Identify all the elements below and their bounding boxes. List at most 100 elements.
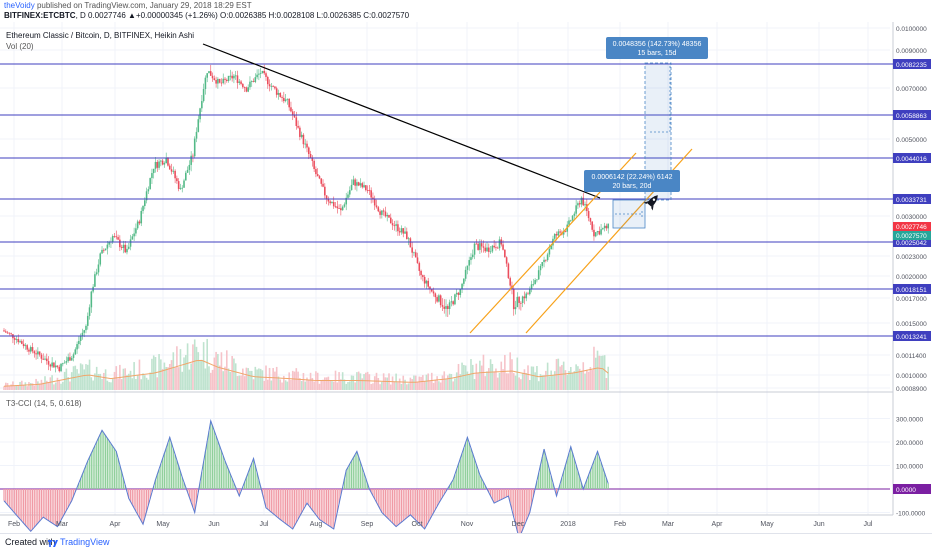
- volume-bar: [406, 384, 408, 390]
- volume-bar: [236, 376, 239, 390]
- volume-bar: [331, 381, 333, 390]
- volume-bar: [423, 381, 426, 390]
- volume-bar: [347, 381, 349, 390]
- volume-bar: [575, 364, 577, 390]
- cci-panel: [0, 418, 890, 533]
- candle-body: [120, 247, 123, 249]
- candle-body: [126, 248, 128, 253]
- volume-bar: [495, 368, 497, 390]
- volume-ma-line: [3, 359, 609, 387]
- y-tick-label: 0.0090000: [896, 48, 927, 55]
- candle-body: [598, 231, 601, 235]
- candle-body: [350, 184, 353, 191]
- y-tick-label: 0.0070000: [896, 86, 927, 93]
- volume-bar: [225, 350, 228, 390]
- candle-body: [307, 147, 310, 155]
- candle-body: [541, 262, 544, 266]
- volume-bar: [188, 369, 191, 390]
- volume-bar: [539, 374, 542, 390]
- volume-bar: [272, 368, 274, 390]
- candle-body: [281, 96, 283, 98]
- candle-body: [489, 251, 492, 253]
- candle-body: [236, 75, 239, 83]
- cci-tick-label: 200.0000: [896, 440, 923, 447]
- candle-body: [19, 341, 21, 343]
- volume-bar: [274, 371, 276, 390]
- volume-bar: [161, 368, 164, 390]
- measure-label-large-line2: 15 bars, 15d: [638, 50, 677, 57]
- volume-bar: [126, 375, 128, 390]
- footer-created: Created with: [5, 537, 56, 547]
- volume-bar: [429, 380, 431, 390]
- candle-body: [537, 270, 540, 280]
- y-tick-label: 0.0020000: [896, 274, 927, 281]
- level-price-tag: [893, 331, 931, 341]
- footer-brand[interactable]: TradingView: [60, 537, 110, 547]
- candle-body: [37, 351, 39, 355]
- candle-body: [97, 264, 100, 273]
- volume-bar: [160, 359, 162, 390]
- author-link[interactable]: theVoidy: [4, 1, 35, 10]
- volume-bar: [217, 354, 219, 390]
- volume-bar: [475, 363, 478, 390]
- candle-body: [190, 155, 192, 165]
- volume-bar: [250, 370, 253, 390]
- volume-bar: [70, 372, 73, 390]
- candle-body: [313, 160, 315, 170]
- volume-bar: [594, 357, 597, 390]
- x-tick-label: 2018: [560, 521, 576, 528]
- candle-body: [596, 231, 599, 233]
- volume-bar: [356, 372, 358, 390]
- candle-body: [391, 223, 394, 226]
- candle-body: [131, 236, 134, 240]
- volume-bar: [391, 376, 394, 390]
- candle-body: [115, 236, 118, 238]
- volume-bar: [422, 375, 424, 390]
- volume-bar: [53, 384, 55, 390]
- volume-bar: [591, 370, 593, 390]
- volume-bar: [231, 355, 233, 390]
- volume-bar: [211, 369, 214, 390]
- candle-body: [291, 111, 294, 115]
- volume-bar: [279, 379, 282, 390]
- candle-body: [507, 263, 510, 279]
- candle-body: [357, 182, 360, 186]
- candle-body: [306, 143, 308, 148]
- volume-bar: [352, 375, 355, 390]
- candle-body: [122, 244, 125, 249]
- volume-bar: [361, 378, 364, 390]
- volume-bar: [571, 373, 574, 390]
- candle-body: [555, 233, 558, 236]
- candle-body: [577, 203, 579, 206]
- volume-bar: [270, 380, 273, 390]
- candle-body: [174, 170, 176, 179]
- candles: [3, 64, 610, 373]
- candle-body: [63, 362, 66, 364]
- candle-body: [557, 231, 560, 236]
- candle-body: [448, 302, 451, 310]
- candle-body: [277, 93, 280, 95]
- candle-body: [181, 187, 184, 189]
- candle-body: [345, 197, 348, 205]
- candle-body: [536, 279, 538, 281]
- candle-body: [302, 134, 305, 145]
- candle-body: [206, 73, 208, 78]
- candle-body: [455, 292, 458, 295]
- candle-body: [539, 265, 542, 271]
- candle-body: [240, 81, 242, 84]
- volume-bar: [436, 376, 438, 390]
- volume-bar: [17, 385, 20, 390]
- volume-bar: [245, 367, 248, 390]
- chart-header: theVoidy published on TradingView.com, J…: [0, 0, 932, 22]
- candle-body: [79, 336, 82, 341]
- volume-bar: [213, 357, 216, 390]
- level-price-text: 0.0058863: [896, 113, 927, 120]
- volume-bar: [577, 366, 579, 390]
- volume-bar: [548, 376, 551, 390]
- candle-body: [370, 190, 372, 198]
- volume-bar: [516, 357, 519, 390]
- candle-body: [393, 225, 396, 227]
- volume-bar: [586, 369, 588, 390]
- measure-label-small: 0.0006142 (22.24%) 6142 20 bars, 20d: [584, 170, 680, 192]
